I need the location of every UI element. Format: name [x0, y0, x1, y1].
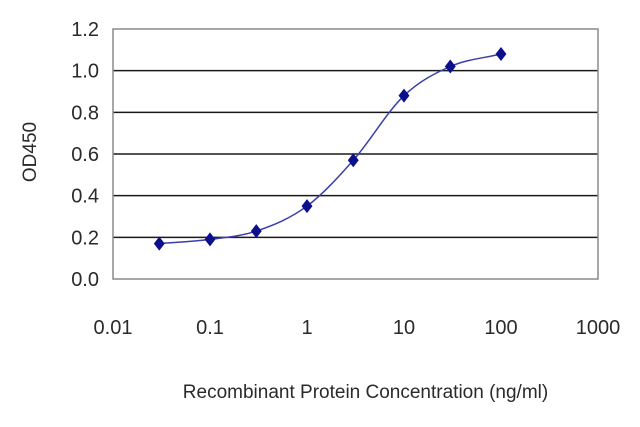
x-tick-label: 100	[484, 317, 517, 339]
x-tick-label: 10	[393, 317, 415, 339]
x-tick-label: 1000	[576, 317, 621, 339]
y-axis-ticks: 0.0 0.2 0.4 0.6 0.8 1.0 1.2	[71, 19, 99, 291]
data-point	[398, 88, 410, 103]
y-tick-label: 0.0	[71, 269, 99, 291]
y-tick-label: 1.0	[71, 61, 99, 83]
y-tick-label: 0.4	[71, 186, 99, 208]
y-tick-label: 0.6	[71, 144, 99, 166]
fit-curve	[159, 53, 502, 245]
x-tick-label: 0.01	[94, 317, 133, 339]
data-point	[250, 224, 262, 239]
data-point	[153, 236, 165, 251]
x-axis-title: Recombinant Protein Concentration (ng/ml…	[183, 382, 548, 403]
y-axis-title: OD450	[20, 122, 41, 182]
data-point	[444, 59, 456, 74]
data-point	[495, 47, 507, 61]
y-tick-label: 0.8	[71, 102, 99, 124]
data-point	[301, 199, 313, 214]
grid-layer	[113, 69, 598, 239]
data-point	[204, 232, 216, 247]
marker-layer	[153, 47, 507, 251]
curve-layer	[159, 53, 502, 245]
y-tick-label: 0.2	[71, 227, 99, 249]
x-tick-label: 0.1	[196, 317, 224, 339]
data-point	[347, 153, 359, 168]
x-tick-label: 1	[301, 317, 312, 339]
x-axis-ticks: 0.01 0.1 1 10 100 1000	[94, 317, 621, 339]
y-tick-label: 1.2	[71, 19, 99, 41]
plot-frame	[112, 28, 599, 280]
